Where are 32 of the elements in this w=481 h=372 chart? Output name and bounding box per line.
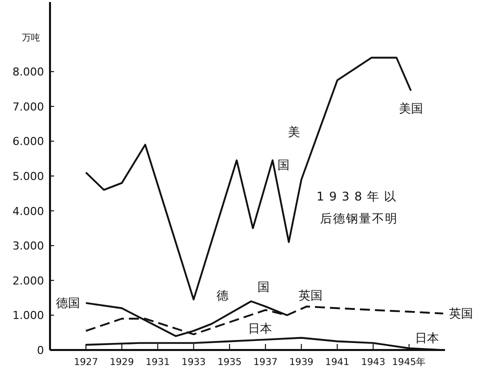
- annotation: 英国: [298, 288, 322, 303]
- y-tick-label: 1.000: [12, 309, 44, 322]
- annotation: 美: [288, 124, 300, 139]
- x-tick-label: 1943: [361, 357, 386, 368]
- annotation: 1938年以后德钢量不明: [316, 189, 402, 226]
- y-tick-label: 3.000: [12, 240, 44, 253]
- x-tick-label: 1939: [289, 357, 314, 368]
- annotation: 日本: [248, 322, 272, 336]
- y-tick-label: 5.000: [12, 170, 44, 183]
- y-tick-label: 4.000: [12, 204, 44, 218]
- x-tick-label: 1945年: [392, 356, 426, 368]
- series-label: 英国: [449, 306, 474, 320]
- y-tick-label: 7.000: [12, 100, 44, 114]
- x-tick-label: 1929: [110, 357, 134, 368]
- x-tick-label: 1941: [325, 357, 350, 368]
- series-label: 日本: [415, 331, 440, 345]
- annotation: 国: [277, 158, 290, 172]
- x-tick-label: 1933: [182, 357, 206, 368]
- x-tick-label: 1937: [253, 357, 278, 368]
- annotation: 德: [216, 288, 228, 303]
- annotation: 国: [258, 280, 270, 294]
- line-series: [85, 56, 412, 300]
- y-tick-label: 6.000: [12, 135, 44, 148]
- x-tick-label: 1935: [217, 357, 242, 368]
- y-tick-label: 0: [37, 344, 44, 357]
- series-label: 美国: [398, 102, 423, 116]
- x-tick-label: 1931: [146, 357, 170, 368]
- series-label: 德国: [56, 296, 80, 310]
- y-axis-title: 万吨: [22, 32, 40, 44]
- y-tick-label: 2.000: [12, 274, 44, 288]
- x-tick-label: 1927: [74, 357, 98, 368]
- y-tick-label: 8.000: [12, 66, 44, 79]
